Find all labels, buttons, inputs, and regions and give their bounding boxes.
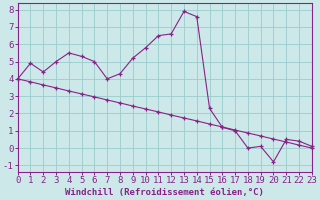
X-axis label: Windchill (Refroidissement éolien,°C): Windchill (Refroidissement éolien,°C): [65, 188, 264, 197]
